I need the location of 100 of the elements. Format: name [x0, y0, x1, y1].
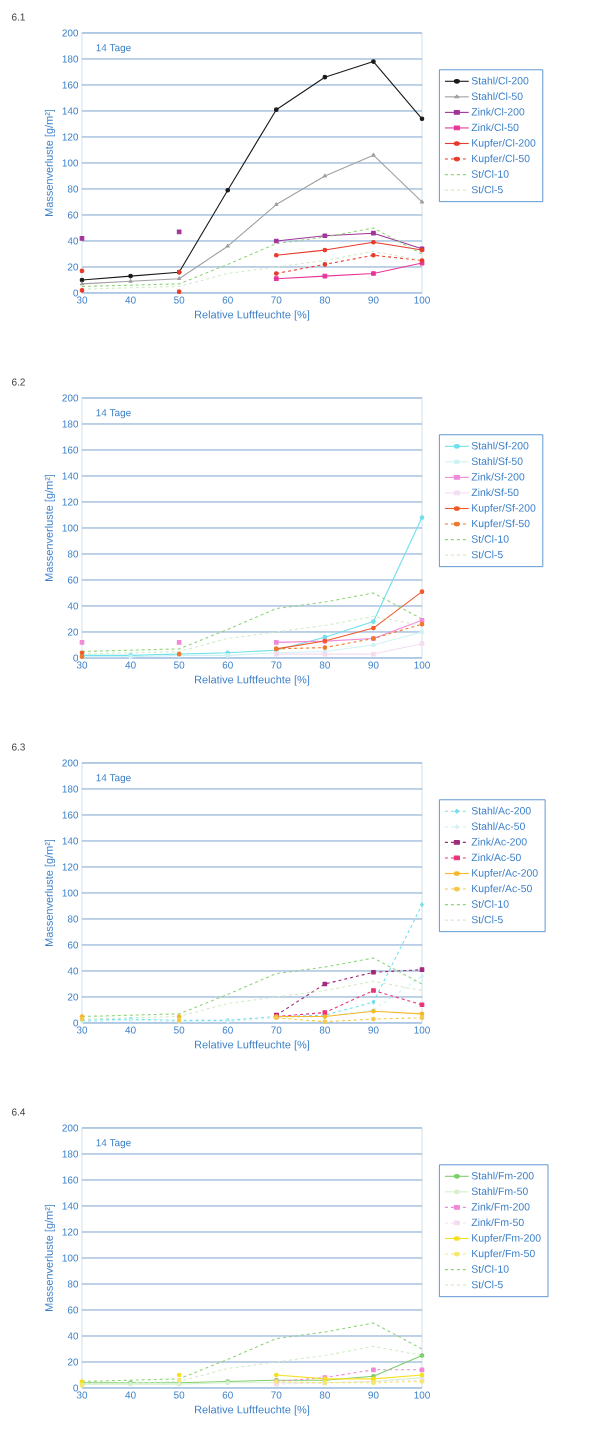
x-tick-label: 40	[125, 661, 136, 669]
y-tick-label: 100	[62, 159, 79, 167]
x-tick-label: 60	[222, 1026, 233, 1034]
legend-label: St/Cl-5	[471, 550, 503, 559]
legend-label: Kupfer/Fm-50	[472, 1249, 535, 1260]
y-tick-label: 100	[62, 524, 79, 532]
annotation: 14 Tage	[96, 774, 131, 784]
y-tick-label: 0	[73, 654, 79, 662]
x-tick-label: 90	[368, 1391, 379, 1399]
y-tick-label: 20	[67, 263, 79, 271]
y-axis-title: Massenverluste [g/m²]	[44, 839, 56, 946]
legend-label: Kupfer/Sf-50	[472, 519, 530, 530]
y-tick-label: 40	[67, 967, 79, 975]
x-tick-label: 30	[76, 296, 88, 304]
x-tick-label: 70	[271, 1026, 282, 1034]
legend-label: St/Cl-10	[471, 535, 509, 543]
legend-label: St/Cl-10	[471, 1265, 509, 1273]
chart-title: 6.2	[12, 378, 25, 386]
y-tick-label: 160	[62, 811, 79, 819]
chart-title: 6.1	[12, 13, 25, 21]
x-tick-label: 100	[414, 661, 430, 669]
y-tick-label: 200	[62, 29, 79, 37]
y-tick-label: 160	[62, 1176, 79, 1184]
x-tick-label: 40	[125, 1026, 136, 1034]
legend-label: Zink/Ac-200	[471, 837, 527, 846]
legend-label: Stahl/Sf-200	[471, 441, 529, 450]
x-tick-label: 40	[125, 1391, 136, 1399]
x-tick-label: 80	[319, 1391, 331, 1399]
x-tick-label: 40	[125, 296, 136, 304]
legend-label: Stahl/Ac-50	[471, 822, 525, 830]
y-tick-label: 60	[67, 941, 79, 949]
y-tick-label: 140	[62, 837, 79, 845]
y-tick-label: 140	[62, 107, 79, 115]
x-tick-label: 50	[174, 296, 185, 304]
x-tick-label: 60	[222, 1391, 233, 1399]
y-tick-label: 120	[62, 863, 79, 871]
x-axis-title: Relative Luftfeuchte [%]	[195, 1040, 310, 1051]
legend-label: Stahl/Fm-50	[471, 1187, 528, 1195]
legend-label: St/Cl-5	[471, 1280, 503, 1289]
chart-title: 6.3	[12, 743, 25, 751]
x-axis-title: Relative Luftfeuchte [%]	[195, 675, 310, 686]
x-tick-label: 50	[174, 661, 185, 669]
y-tick-label: 140	[62, 472, 79, 480]
legend-label: Stahl/Cl-200	[471, 76, 529, 85]
legend-label: Zink/Fm-200	[471, 1202, 530, 1211]
x-tick-label: 100	[414, 1391, 430, 1399]
legend-label: Zink/Sf-200	[471, 472, 525, 481]
y-axis-title: Massenverluste [g/m²]	[44, 1204, 56, 1311]
x-tick-label: 50	[174, 1026, 185, 1034]
x-tick-label: 60	[222, 661, 233, 669]
y-tick-label: 200	[62, 1124, 79, 1132]
y-tick-label: 20	[67, 628, 79, 636]
x-axis-title: Relative Luftfeuchte [%]	[195, 1405, 310, 1416]
x-tick-label: 50	[174, 1391, 185, 1399]
legend-label: St/Cl-10	[471, 170, 509, 178]
y-tick-label: 0	[73, 1384, 79, 1392]
legend-label: Stahl/Cl-50	[471, 92, 523, 100]
y-tick-label: 200	[62, 759, 79, 767]
y-tick-label: 40	[67, 237, 79, 245]
y-axis-title: Massenverluste [g/m²]	[44, 474, 56, 581]
y-tick-label: 100	[62, 889, 79, 897]
y-tick-label: 40	[67, 602, 79, 610]
y-tick-label: 100	[62, 1254, 79, 1262]
legend-label: Stahl/Sf-50	[471, 457, 523, 465]
y-tick-label: 80	[67, 185, 79, 193]
y-tick-label: 20	[67, 993, 79, 1001]
legend-label: Zink/Cl-200	[471, 107, 525, 116]
x-tick-label: 30	[76, 661, 88, 669]
x-tick-label: 30	[76, 1026, 88, 1034]
annotation: 14 Tage	[96, 44, 131, 54]
chart-title: 6.4	[12, 1108, 26, 1116]
legend-label: Zink/Cl-50	[471, 123, 519, 132]
legend-label: St/Cl-10	[471, 900, 509, 908]
y-tick-label: 0	[73, 1019, 79, 1027]
y-tick-label: 80	[67, 1280, 79, 1288]
y-tick-label: 140	[62, 1202, 79, 1210]
y-tick-label: 60	[67, 576, 79, 584]
y-tick-label: 60	[67, 1306, 79, 1314]
legend-label: Kupfer/Cl-200	[472, 138, 536, 149]
annotation: 14 Tage	[96, 1139, 131, 1149]
x-tick-label: 100	[414, 296, 430, 304]
x-tick-label: 100	[414, 1026, 430, 1034]
y-axis-title: Massenverluste [g/m²]	[44, 109, 56, 216]
legend-label: Zink/Sf-50	[471, 488, 519, 497]
x-tick-label: 70	[271, 661, 282, 669]
y-tick-label: 180	[62, 55, 79, 63]
y-tick-label: 160	[62, 81, 79, 89]
y-tick-label: 120	[62, 1228, 79, 1236]
x-tick-label: 90	[368, 296, 379, 304]
y-tick-label: 120	[62, 498, 79, 506]
x-axis-title: Relative Luftfeuchte [%]	[195, 310, 310, 321]
y-tick-label: 180	[62, 1150, 79, 1158]
x-tick-label: 80	[319, 296, 331, 304]
x-tick-label: 30	[76, 1391, 88, 1399]
x-tick-label: 60	[222, 296, 233, 304]
y-tick-label: 0	[73, 289, 79, 297]
legend-label: St/Cl-5	[471, 185, 503, 194]
legend-label: Kupfer/Ac-200	[472, 868, 538, 879]
legend-label: Kupfer/Fm-200	[472, 1233, 541, 1244]
legend-label: Kupfer/Ac-50	[472, 884, 532, 895]
